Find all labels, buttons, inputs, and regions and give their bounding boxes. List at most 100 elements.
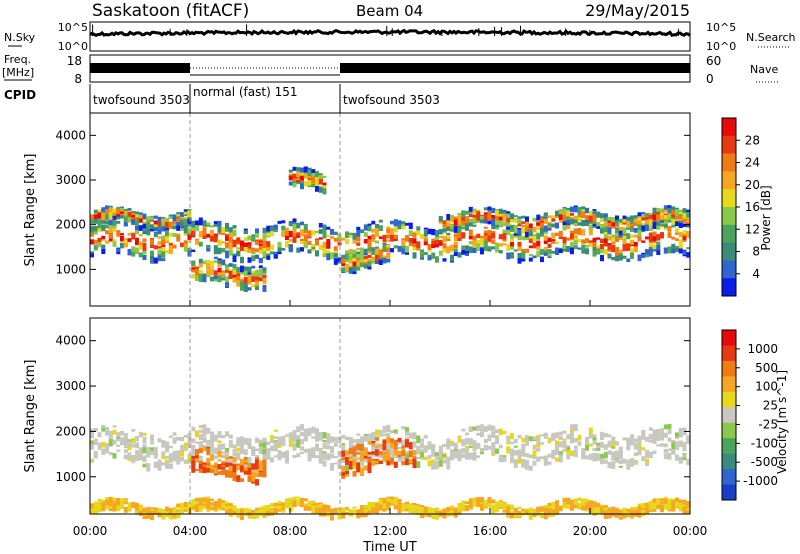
echo-cell	[202, 446, 207, 452]
echo-cell	[510, 213, 514, 220]
echo-cell	[525, 230, 529, 238]
echo-cell	[108, 211, 113, 216]
echo-cell	[371, 502, 376, 508]
echo-cell	[341, 465, 346, 473]
echo-cell	[288, 169, 293, 173]
echo-cell	[453, 248, 458, 253]
echo-cell	[180, 456, 184, 462]
echo-cell	[513, 510, 518, 515]
echo-cell	[600, 254, 604, 262]
echo-cell	[521, 443, 526, 448]
echo-cell	[232, 464, 237, 468]
echo-cell	[105, 446, 109, 454]
echo-cell	[600, 243, 604, 250]
echo-cell	[431, 454, 436, 457]
echo-cell	[303, 240, 308, 244]
echo-cell	[611, 217, 616, 225]
echo-cell	[326, 438, 331, 445]
echo-cell	[667, 504, 672, 510]
echo-cell	[671, 442, 676, 446]
echo-cell	[540, 434, 544, 437]
x-tick-label: 16:00	[473, 524, 508, 538]
echo-cell	[251, 471, 256, 477]
echo-cell	[352, 254, 357, 259]
echo-cell	[686, 459, 691, 462]
echo-cell	[468, 220, 473, 227]
echo-cell	[450, 224, 454, 229]
echo-cell	[551, 501, 556, 508]
echo-cell	[198, 434, 203, 440]
echo-cell	[168, 453, 173, 460]
echo-cell	[570, 434, 574, 440]
echo-cell	[442, 508, 447, 513]
echo-cell	[367, 451, 372, 455]
echo-cell	[176, 214, 181, 217]
echo-cell	[600, 441, 604, 448]
echo-cell	[225, 222, 229, 229]
echo-cell	[577, 222, 582, 226]
echo-cell	[172, 214, 177, 222]
echo-cell	[330, 514, 334, 521]
echo-cell	[401, 456, 406, 461]
echo-cell	[592, 457, 597, 461]
echo-cell	[288, 181, 293, 186]
echo-cell	[468, 426, 473, 431]
echo-cell	[525, 510, 529, 515]
echo-cell	[288, 222, 293, 227]
echo-cell	[198, 275, 203, 283]
echo-cell	[258, 278, 263, 282]
echo-cell	[315, 239, 319, 243]
echo-cell	[581, 214, 586, 218]
echo-cell	[255, 457, 259, 460]
echo-cell	[401, 503, 406, 506]
echo-cell	[573, 222, 578, 227]
echo-cell	[457, 437, 462, 443]
echo-cell	[502, 509, 507, 513]
echo-cell	[562, 242, 567, 250]
echo-cell	[420, 234, 424, 239]
echo-cell	[360, 436, 364, 443]
echo-cell	[435, 462, 439, 465]
power-ylabel: Slant Range [km]	[23, 154, 38, 267]
echo-cell	[573, 451, 578, 458]
echo-cell	[172, 223, 177, 230]
echo-cell	[307, 452, 312, 460]
echo-cell	[465, 210, 469, 215]
echo-cell	[296, 499, 301, 507]
echo-cell	[453, 442, 458, 450]
colorbar-swatch	[722, 224, 736, 244]
echo-cell	[311, 454, 316, 459]
echo-cell	[97, 498, 102, 504]
echo-cell	[375, 437, 379, 440]
echo-cell	[273, 429, 278, 432]
y-tick-label: 3000	[55, 173, 86, 187]
echo-cell	[577, 228, 582, 234]
echo-cell	[352, 251, 357, 255]
echo-cell	[120, 430, 124, 436]
echo-cell	[382, 434, 387, 437]
echo-cell	[622, 238, 627, 245]
echo-cell	[360, 229, 364, 233]
echo-cell	[671, 449, 676, 455]
echo-cell	[228, 272, 233, 279]
echo-cell	[150, 507, 154, 510]
echo-cell	[93, 209, 98, 214]
echo-cell	[116, 432, 121, 438]
echo-cell	[195, 458, 199, 463]
echo-cell	[435, 230, 439, 237]
echo-cell	[566, 246, 571, 251]
echo-cell	[315, 242, 319, 246]
echo-cell	[495, 429, 499, 433]
echo-cell	[663, 454, 668, 460]
echo-cell	[637, 238, 642, 242]
echo-cell	[225, 251, 229, 259]
freq-band	[90, 63, 190, 73]
echo-cell	[551, 215, 556, 221]
echo-cell	[607, 253, 612, 259]
echo-cell	[281, 231, 286, 237]
colorbar-swatch	[722, 360, 736, 377]
echo-cell	[382, 427, 387, 434]
echo-cell	[146, 222, 151, 229]
echo-cell	[112, 425, 117, 428]
